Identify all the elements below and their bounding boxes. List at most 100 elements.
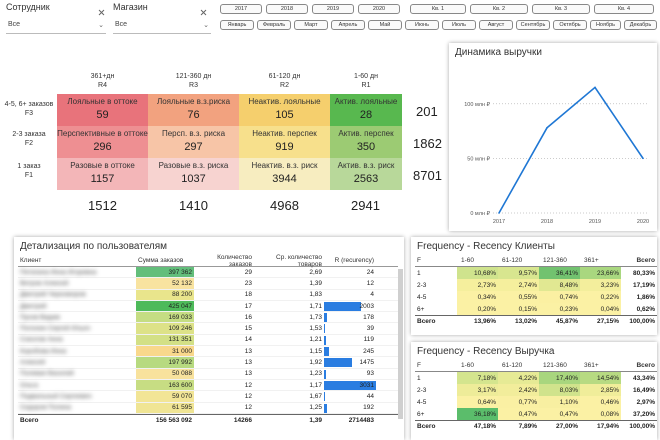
month-chip-nov[interactable]: Ноябрь [590, 20, 621, 30]
employee-clear-icon[interactable] [98, 3, 105, 21]
order-count: 23 [244, 279, 252, 287]
table-row[interactable]: Полевая Василий 50 088 13 1,23 93 [18, 368, 398, 380]
month-chip-aug[interactable]: Август [479, 20, 513, 30]
freq-header-cell[interactable]: 361+ [584, 257, 599, 264]
table-row[interactable]: Пухов Вадим 169 033 16 1,73 178 [18, 312, 398, 324]
month-chip-may[interactable]: Май [368, 20, 402, 30]
month-chip-sep[interactable]: Сентябрь [516, 20, 550, 30]
table-row[interactable]: Алексей 197 992 13 1,92 1475 [18, 357, 398, 369]
header-avg[interactable]: Ср. количество товаров [276, 253, 322, 268]
client-name: Дмитрий Черноморов [20, 291, 86, 299]
month-chip-mar[interactable]: Март [294, 20, 328, 30]
revenue-point[interactable] [642, 157, 644, 160]
header-client[interactable]: Клиент [20, 257, 42, 264]
table-row[interactable]: Дмитрий Черноморов 88 200 18 1,83 4 [18, 289, 398, 301]
table-row[interactable]: Коробова Иннa 31 000 13 1,15 245 [18, 346, 398, 358]
freq-header-cell[interactable]: Всего [636, 362, 655, 369]
rfm-cell[interactable]: Разовые в оттоке 1157 [57, 158, 148, 190]
freq-row[interactable]: 6+ 36,18% 0,47% 0,47% 0,08% 37,20% [415, 408, 657, 420]
quarter-chip-4[interactable]: Кв. 4 [594, 4, 654, 14]
freq-row[interactable]: 1 10,68% 9,57% 36,41% 23,66% 80,33% [415, 267, 657, 279]
header-recency[interactable]: R (recurency) [334, 257, 374, 264]
month-chip-feb[interactable]: Февраль [257, 20, 291, 30]
year-chip-2020[interactable]: 2020 [358, 4, 400, 14]
avg-items: 1,67 [309, 392, 322, 400]
table-row[interactable]: Соколов Анна 131 351 14 1,21 119 [18, 334, 398, 347]
rfm-cell[interactable]: Персп. в.з. риска 297 [148, 126, 239, 158]
freq-value: 0,08% [580, 408, 621, 420]
freq-header-cell[interactable]: 121-360 [543, 362, 567, 369]
total-label: Всего [20, 416, 39, 424]
year-chip-2017[interactable]: 2017 [220, 4, 262, 14]
freq-header-cell[interactable]: 1-60 [461, 257, 475, 264]
quarter-chip-3[interactable]: Кв. 3 [532, 4, 590, 14]
freq-header-cell[interactable]: 361+ [584, 362, 599, 369]
header-orders[interactable]: Количество заказов [217, 253, 252, 268]
recency-cell: 93 [324, 369, 376, 379]
freq-row-total: 43,34% [632, 374, 655, 382]
freq-header-cell[interactable]: Всего [636, 257, 655, 264]
recency-cell: 44 [324, 391, 376, 402]
store-clear-icon[interactable] [200, 3, 207, 21]
freq-value: 0,20% [457, 303, 498, 315]
freq-header-cell[interactable]: 1-60 [461, 362, 475, 369]
revenue-series-line[interactable] [498, 86, 644, 214]
users-table-title: Детализация по пользователям [20, 241, 168, 252]
table-row[interactable]: Дмитрий 425 047 17 1,71 2003 [18, 300, 398, 313]
rfm-cell[interactable]: Актив. перспек 350 [330, 126, 402, 158]
revenue-point[interactable] [546, 127, 548, 129]
freq-header-cell[interactable]: F [417, 362, 421, 369]
revenue-point[interactable] [594, 86, 596, 89]
rfm-cell[interactable]: Разовые в.з. риска 1037 [148, 158, 239, 190]
rfm-cell[interactable]: Неактив. лояльные 105 [239, 94, 330, 126]
freq-row[interactable]: 2-3 3,17% 2,42% 8,03% 2,85% 16,49% [415, 384, 657, 396]
freq-row[interactable]: 2-3 2,73% 2,74% 8,48% 3,23% 17,19% [415, 279, 657, 291]
employee-dropdown[interactable]: Все ⌄ [6, 16, 106, 34]
rfm-cell[interactable]: Актив. лояльные 28 [330, 94, 402, 126]
table-row[interactable]: Ольга 163 600 12 1,17 3031 [18, 379, 398, 392]
freq-header-cell[interactable]: 61-120 [502, 362, 523, 369]
freq-header-cell[interactable]: 121-360 [543, 257, 567, 264]
table-row[interactable]: Подвальный Сергеевич 59 070 12 1,67 44 [18, 391, 398, 403]
freq-header-cell[interactable]: F [417, 257, 421, 264]
rfm-cell[interactable]: Перспективные в оттоке 296 [57, 126, 148, 158]
store-dropdown[interactable]: Все ⌄ [113, 16, 211, 34]
year-chip-2018[interactable]: 2018 [266, 4, 308, 14]
col-header-r3: 121-360 дн R3 [148, 72, 239, 90]
rfm-cell[interactable]: Лояльные в оттоке 59 [57, 94, 148, 126]
rfm-cell-label: Разовые в оттоке [70, 161, 135, 170]
avg-items: 1,83 [309, 291, 322, 299]
header-sum[interactable]: Сумма заказов [138, 257, 184, 264]
table-row[interactable]: Ветров Алексей 52 132 23 1,39 12 [18, 278, 398, 290]
freq-value: 23,66% [580, 267, 621, 279]
month-chip-apr[interactable]: Апрель [331, 20, 365, 30]
month-chip-jun[interactable]: Июнь [405, 20, 439, 30]
freq-row[interactable]: 4-5 0,64% 0,77% 1,10% 0,46% 2,97% [415, 396, 657, 408]
y-tick-label: 100 млн ₽ [464, 101, 490, 108]
freq-row[interactable]: 1 7,18% 4,22% 17,40% 14,54% 43,34% [415, 372, 657, 384]
quarter-chip-2[interactable]: Кв. 2 [470, 4, 528, 14]
y-tick-label: 50 млн ₽ [467, 155, 490, 162]
freq-row[interactable]: 6+ 0,20% 0,15% 0,23% 0,04% 0,62% [415, 303, 657, 315]
freq-header-cell[interactable]: 61-120 [502, 257, 523, 264]
month-chip-oct[interactable]: Октябрь [553, 20, 587, 30]
month-chip-jul[interactable]: Июль [442, 20, 476, 30]
freq-row[interactable]: 4-5 0,34% 0,55% 0,74% 0,22% 1,86% [415, 291, 657, 303]
quarter-chip-1[interactable]: Кв. 1 [410, 4, 466, 14]
order-sum: 109 246 [136, 323, 194, 334]
total-orders: 14266 [233, 416, 252, 424]
rfm-cell[interactable]: Неактив. перспек 919 [239, 126, 330, 158]
table-row[interactable]: Пятихина Инна Игоревна 397 362 29 2,69 24 [18, 267, 398, 279]
month-chip-jan[interactable]: Январь [220, 20, 254, 30]
users-table-total: Всего 156 563 092 14266 1,39 2714483 [18, 413, 398, 426]
year-chip-2019[interactable]: 2019 [312, 4, 354, 14]
table-row[interactable]: Полонин Сергей Ильич 109 246 15 1,53 39 [18, 323, 398, 335]
revenue-point[interactable] [498, 212, 500, 214]
users-table-scrollbar[interactable] [398, 269, 403, 419]
month-chip-dec[interactable]: Декабрь [624, 20, 657, 30]
rfm-cell[interactable]: Лояльные в.з.риска 76 [148, 94, 239, 126]
rfm-cell[interactable]: Неактив. в.з. риск 3944 [239, 158, 330, 190]
freq-value: 10,68% [457, 267, 498, 279]
table-row[interactable]: Сидоров Полина 61 595 12 1,25 192 [18, 402, 398, 414]
rfm-cell[interactable]: Актив. в.з. риск 2563 [330, 158, 402, 190]
